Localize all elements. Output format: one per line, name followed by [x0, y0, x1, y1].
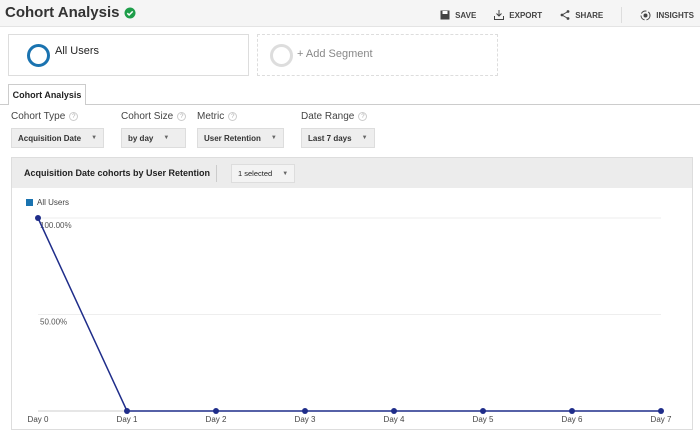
check-shield-icon [124, 7, 136, 18]
insights-button[interactable]: INSIGHTS [640, 10, 694, 21]
save-button[interactable]: SAVE [440, 10, 476, 20]
segment-all-users[interactable]: All Users [8, 34, 249, 76]
data-point [391, 408, 397, 414]
x-tick-label: Day 7 [651, 415, 672, 424]
divider [621, 7, 623, 23]
caret-down-icon: ▼ [91, 135, 98, 141]
caret-down-icon: ▼ [270, 135, 277, 141]
share-button[interactable]: SHARE [560, 10, 603, 20]
export-button[interactable]: EXPORT [494, 10, 542, 20]
tab-cohort-analysis[interactable]: Cohort Analysis [8, 84, 86, 105]
data-point [302, 408, 308, 414]
caret-down-icon: ▼ [282, 170, 289, 177]
tab-divider [0, 104, 700, 105]
cohort-selector-dropdown[interactable]: 1 selected ▼ [231, 164, 296, 183]
export-icon [494, 10, 505, 20]
x-tick-label: Day 1 [117, 415, 138, 424]
share-icon [560, 10, 570, 20]
x-tick-label: Day 2 [206, 415, 227, 424]
data-point [569, 408, 575, 414]
x-tick-label: Day 5 [473, 415, 494, 424]
data-point [35, 215, 41, 221]
metric-dropdown[interactable]: User Retention ▼ [197, 128, 284, 148]
series-line [37, 217, 661, 412]
chart-legend: All Users [26, 198, 69, 207]
data-point [213, 408, 219, 414]
chart-title: Acquisition Date cohorts by User Retenti… [24, 168, 211, 178]
chart-panel-header: Acquisition Date cohorts by User Retenti… [12, 158, 692, 188]
page-title: Cohort Analysis [5, 4, 136, 21]
help-icon[interactable]: ? [358, 112, 368, 121]
cohort-size-dropdown[interactable]: by day ▼ [121, 128, 187, 148]
add-segment-button[interactable]: + Add Segment [257, 34, 498, 76]
empty-segment-ring-icon [270, 44, 293, 67]
segment-ring-icon [27, 44, 50, 67]
cohort-type-control: Cohort Type? Acquisition Date ▼ [11, 111, 105, 148]
data-point [480, 408, 486, 414]
date-range-control: Date Range? Last 7 days ▼ [301, 111, 375, 148]
data-point [124, 408, 130, 414]
top-bar: Cohort Analysis SAVE EXPORT SHARE INSIGH… [0, 0, 700, 27]
y-tick-label: 50.00% [40, 318, 67, 327]
x-tick-label: Day 0 [28, 415, 49, 424]
metric-control: Metric? User Retention ▼ [197, 111, 284, 148]
insights-icon [640, 10, 651, 20]
divider [216, 165, 217, 182]
caret-down-icon: ▼ [361, 135, 368, 141]
help-icon[interactable]: ? [177, 112, 187, 121]
y-tick-label: 100.00% [40, 221, 72, 230]
x-tick-label: Day 3 [295, 415, 316, 424]
help-icon[interactable]: ? [69, 112, 79, 121]
caret-down-icon: ▼ [163, 135, 170, 141]
date-range-dropdown[interactable]: Last 7 days ▼ [301, 128, 375, 148]
cohort-size-control: Cohort Size? by day ▼ [121, 111, 187, 148]
save-icon [440, 10, 450, 20]
x-tick-label: Day 6 [562, 415, 583, 424]
data-point [658, 408, 664, 414]
cohort-type-dropdown[interactable]: Acquisition Date ▼ [11, 128, 105, 148]
x-tick-label: Day 4 [384, 415, 405, 424]
help-icon[interactable]: ? [228, 112, 238, 121]
legend-swatch [26, 199, 33, 206]
